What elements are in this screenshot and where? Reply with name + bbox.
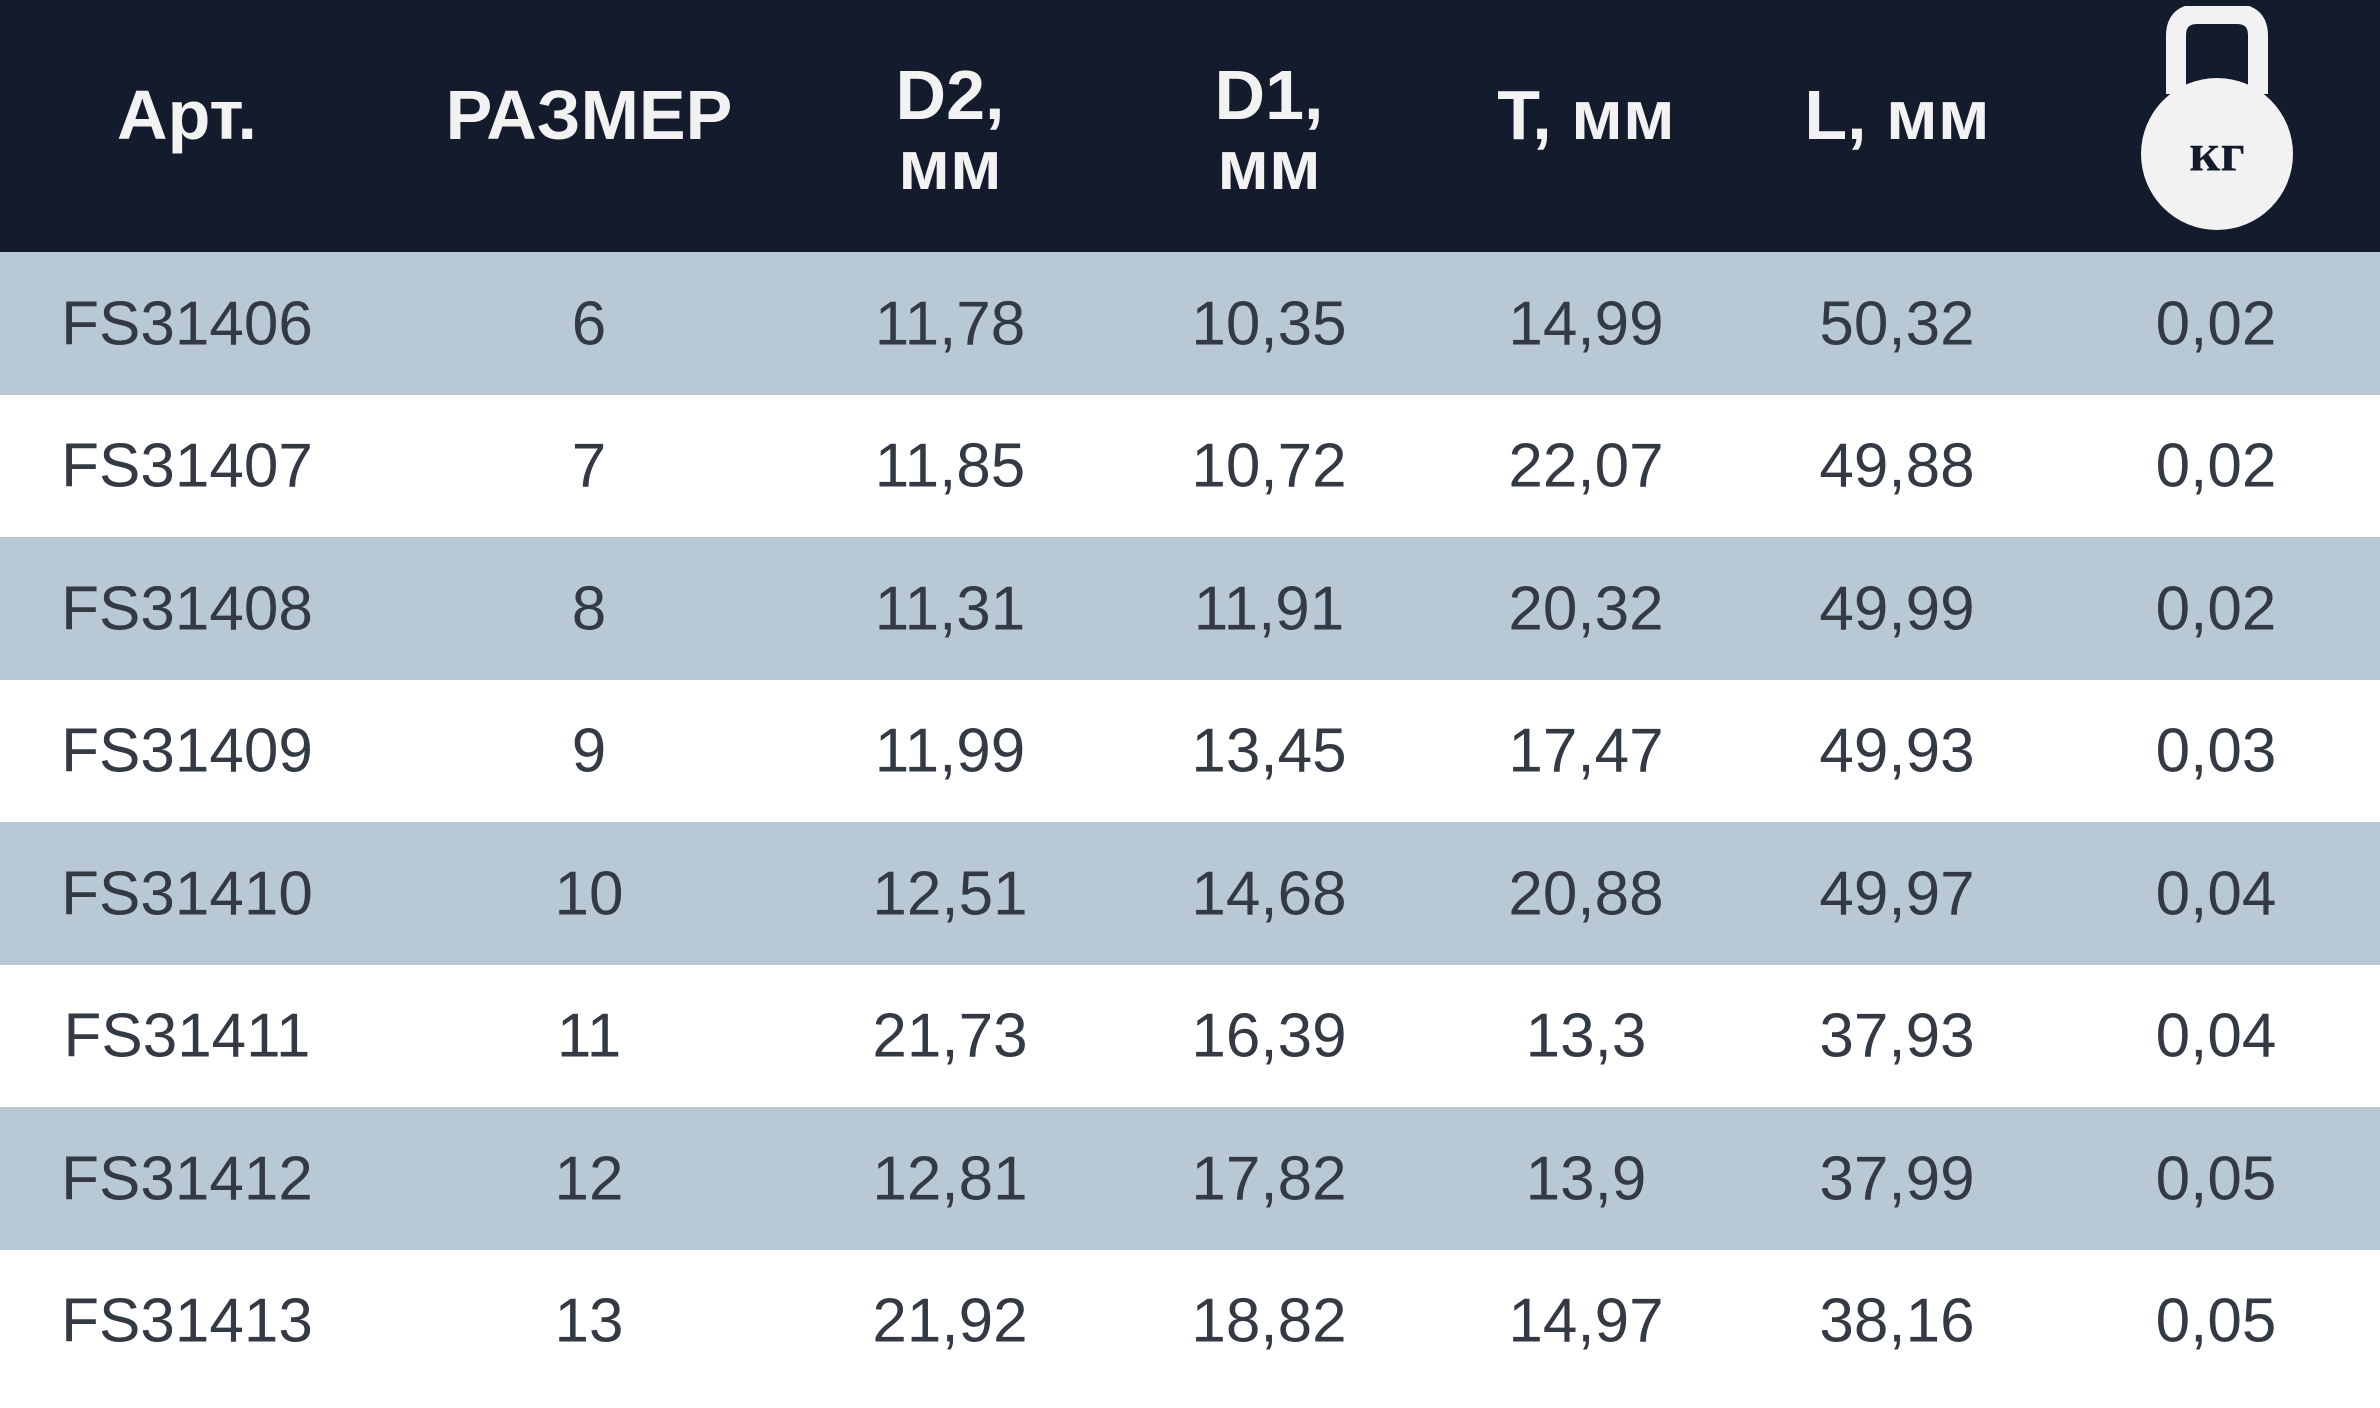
table-cell: 12,51 [872, 859, 1028, 928]
header-cell: Арт. [117, 76, 257, 154]
table-cell: 0,03 [2155, 716, 2277, 786]
table-cell: FS31408 [61, 574, 313, 643]
table-cell: 10,35 [1191, 289, 1347, 358]
table-cell: 20,88 [1508, 859, 1664, 928]
table-cell: 0,04 [2155, 859, 2277, 928]
table-cell: 0,02 [2155, 431, 2277, 501]
table-cell: FS31409 [61, 716, 313, 786]
table-cell: FS31407 [61, 431, 313, 501]
table-cell: 6 [571, 289, 607, 358]
header-cell: L, мм [1804, 76, 1990, 154]
table-cell: 16,39 [1191, 1001, 1347, 1071]
table-cell: 14,97 [1508, 1286, 1664, 1356]
header-cell: кг [2189, 122, 2245, 182]
table-cell: 13,3 [1525, 1001, 1647, 1071]
header-cell: D2, мм [895, 56, 1005, 204]
table-cell: FS31406 [61, 289, 313, 358]
table-cell: 9 [571, 716, 607, 786]
kettlebell-handle [2166, 6, 2268, 94]
table-cell: 12,81 [872, 1144, 1028, 1213]
table-header: кг Арт. РАЗМЕР D2, мм D1, мм T, мм L, мм [0, 0, 2380, 252]
table-row: FS31410 10 12,51 14,68 20,88 49,97 0,04 [0, 822, 2380, 965]
table-cell: 13 [554, 1286, 624, 1356]
table-cell: 21,92 [872, 1286, 1028, 1356]
table-cell: 37,99 [1819, 1144, 1975, 1213]
header-cell: РАЗМЕР [445, 76, 733, 154]
table-cell: 11,78 [874, 289, 1026, 358]
table-row: FS31407 7 11,85 10,72 22,07 49,88 0,02 [0, 395, 2380, 538]
table-cell: 20,32 [1508, 574, 1664, 643]
table-cell: 49,88 [1819, 431, 1975, 501]
table-cell: 0,04 [2155, 1001, 2277, 1071]
table-cell: 38,16 [1819, 1286, 1975, 1356]
table-cell: 49,97 [1819, 859, 1975, 928]
table-cell: FS31412 [61, 1144, 313, 1213]
table-cell: FS31410 [61, 859, 313, 928]
table-cell: 11,85 [874, 431, 1026, 501]
table-cell: 0,02 [2155, 574, 2277, 643]
table-cell: 11 [556, 1001, 622, 1071]
table-cell: 17,47 [1508, 716, 1664, 786]
table-cell: 17,82 [1191, 1144, 1347, 1213]
table-cell: 21,73 [872, 1001, 1028, 1071]
table-cell: FS31413 [61, 1286, 313, 1356]
table-row: FS31413 13 21,92 18,82 14,97 38,16 0,05 [0, 1250, 2380, 1393]
header-cell: T, мм [1497, 76, 1675, 154]
table-cell: FS31411 [63, 1001, 311, 1071]
table-cell: 11,99 [874, 716, 1026, 786]
table-row: FS31412 12 12,81 17,82 13,9 37,99 0,05 [0, 1107, 2380, 1250]
table-row: FS31406 6 11,78 10,35 14,99 50,32 0,02 [0, 252, 2380, 395]
table-cell: 49,93 [1819, 716, 1975, 786]
table-row: FS31408 8 11,31 11,91 20,32 49,99 0,02 [0, 537, 2380, 680]
table-cell: 0,02 [2155, 289, 2277, 358]
table-cell: 22,07 [1508, 431, 1664, 501]
table-cell: 12 [554, 1144, 624, 1213]
table-cell: 14,99 [1508, 289, 1664, 358]
table-cell: 11,31 [874, 574, 1026, 643]
table-row: FS31409 9 11,99 13,45 17,47 49,93 0,03 [0, 680, 2380, 823]
kettlebell-body [2141, 78, 2293, 230]
table-cell: 11,91 [1193, 574, 1345, 643]
table-cell: 0,05 [2155, 1286, 2277, 1356]
table-cell: 8 [571, 574, 607, 643]
header-cell: D1, мм [1214, 56, 1324, 204]
table-cell: 49,99 [1819, 574, 1975, 643]
weight-icon: кг [2141, 6, 2293, 230]
table-cell: 14,68 [1191, 859, 1347, 928]
table-cell: 0,05 [2155, 1144, 2277, 1213]
table-row: FS31411 11 21,73 16,39 13,3 37,93 0,04 [0, 965, 2380, 1108]
table-cell: 7 [571, 431, 607, 501]
table-cell: 13,9 [1525, 1144, 1647, 1213]
table-cell: 37,93 [1819, 1001, 1975, 1071]
table-cell: 10 [554, 859, 624, 928]
table-cell: 10,72 [1191, 431, 1347, 501]
table-cell: 13,45 [1191, 716, 1347, 786]
table-cell: 50,32 [1819, 289, 1975, 358]
table-cell: 18,82 [1191, 1286, 1347, 1356]
